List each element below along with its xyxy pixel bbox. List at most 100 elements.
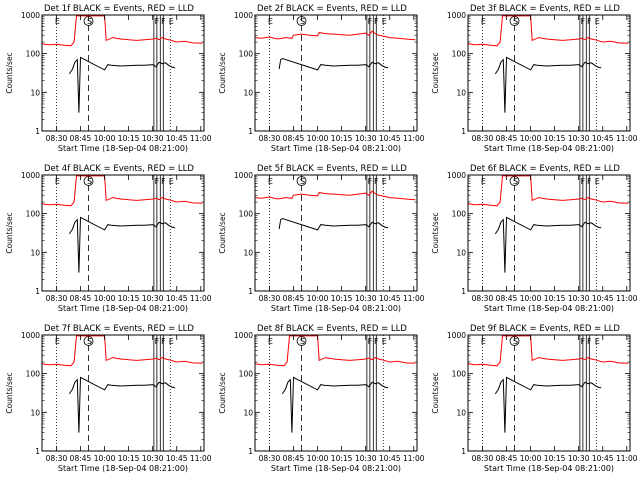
marker-label: F [581,337,586,346]
series-lld-line [254,335,416,367]
marker-label: E [382,337,387,346]
y-tick-label: 100 [239,210,254,219]
panel-title: Det 2f BLACK = Events, RED = LLD [257,4,407,14]
marker-label: S [300,177,305,186]
x-tick-label: 10:45 [379,454,401,463]
x-tick-label: 10:00 [94,134,116,143]
x-tick-label: 10:15 [544,294,566,303]
plot-frame [41,174,205,292]
series-lld-line [467,175,629,207]
panel-title: Det 9f BLACK = Events, RED = LLD [470,324,620,334]
y-tick-label: 1000 [234,171,253,180]
x-tick-label: 08:45 [496,134,518,143]
x-tick-label: 10:00 [520,454,542,463]
x-tick-label: 10:30 [142,454,164,463]
y-axis-label: Counts/sec [431,212,440,253]
marker-circle [509,16,520,26]
x-tick-label: 11:00 [616,294,638,303]
x-tick-label: 10:00 [307,134,329,143]
x-axis-label: Start Time (18-Sep-04 08:21:00) [58,144,188,153]
y-tick-label: 100 [26,210,41,219]
series-events-line [68,216,176,273]
x-tick-label: 08:30 [472,294,494,303]
y-axis-label: Counts/sec [431,372,440,413]
marker-label: E [169,177,174,186]
series-lld-line [254,190,416,201]
y-axis-label: Counts/sec [5,52,14,93]
x-tick-label: 10:30 [355,454,377,463]
plot-frame [254,334,418,452]
y-tick-label: 1 [461,127,466,136]
panel-title: Det 6f BLACK = Events, RED = LLD [470,164,620,174]
series-events-line [494,56,602,113]
y-tick-label: 1 [35,447,40,456]
marker-label: F [161,337,166,346]
marker-label: E [268,337,273,346]
x-tick-label: 10:45 [592,454,614,463]
x-tick-label: 10:15 [544,134,566,143]
marker-label: F [368,177,373,186]
x-tick-label: 10:15 [118,294,140,303]
x-axis-label: Start Time (18-Sep-04 08:21:00) [58,464,188,473]
marker-label: F [374,337,379,346]
y-tick-label: 100 [452,370,467,379]
x-tick-label: 10:15 [331,454,353,463]
y-tick-label: 10 [456,248,466,257]
y-tick-label: 1 [35,287,40,296]
marker-label: E [595,337,600,346]
y-axis-label: Counts/sec [218,212,227,253]
marker-label: S [87,17,92,26]
marker-label: E [481,337,486,346]
marker-circle [296,336,307,346]
y-tick-label: 10 [456,408,466,417]
x-tick-label: 11:00 [403,134,425,143]
plot-frame [467,14,631,132]
panel-title: Det 1f BLACK = Events, RED = LLD [44,4,194,14]
x-tick-label: 10:15 [331,294,353,303]
x-tick-label: 10:00 [94,294,116,303]
marker-circle [83,336,94,346]
marker-circle [83,176,94,186]
y-tick-label: 1000 [234,331,253,340]
x-tick-label: 10:15 [544,454,566,463]
x-axis-label: Start Time (18-Sep-04 08:21:00) [484,144,614,153]
y-tick-label: 100 [452,50,467,59]
x-axis-label: Start Time (18-Sep-04 08:21:00) [271,304,401,313]
x-tick-label: 10:45 [166,294,188,303]
marker-label: S [87,337,92,346]
x-tick-label: 08:45 [70,134,92,143]
marker-label: F [155,17,160,26]
y-tick-label: 1000 [21,331,40,340]
y-tick-label: 1000 [447,171,466,180]
series-lld-line [254,30,416,41]
marker-label: E [481,17,486,26]
y-tick-label: 100 [239,50,254,59]
series-events-line [68,376,176,433]
marker-label: E [268,177,273,186]
x-axis-label: Start Time (18-Sep-04 08:21:00) [271,464,401,473]
x-tick-label: 10:30 [142,294,164,303]
x-tick-label: 08:30 [472,134,494,143]
marker-circle [509,336,520,346]
x-tick-label: 08:45 [70,454,92,463]
panel-title: Det 4f BLACK = Events, RED = LLD [44,164,194,174]
panel-title: Det 8f BLACK = Events, RED = LLD [257,324,407,334]
y-tick-label: 100 [26,50,41,59]
series-events-line [68,56,176,113]
x-tick-label: 10:00 [520,134,542,143]
y-tick-label: 1000 [447,11,466,20]
y-tick-label: 1 [248,127,253,136]
marker-label: F [155,177,160,186]
y-tick-label: 1 [35,127,40,136]
marker-label: S [300,17,305,26]
plot-frame [467,174,631,292]
x-tick-label: 08:30 [259,134,281,143]
y-tick-label: 1000 [21,11,40,20]
